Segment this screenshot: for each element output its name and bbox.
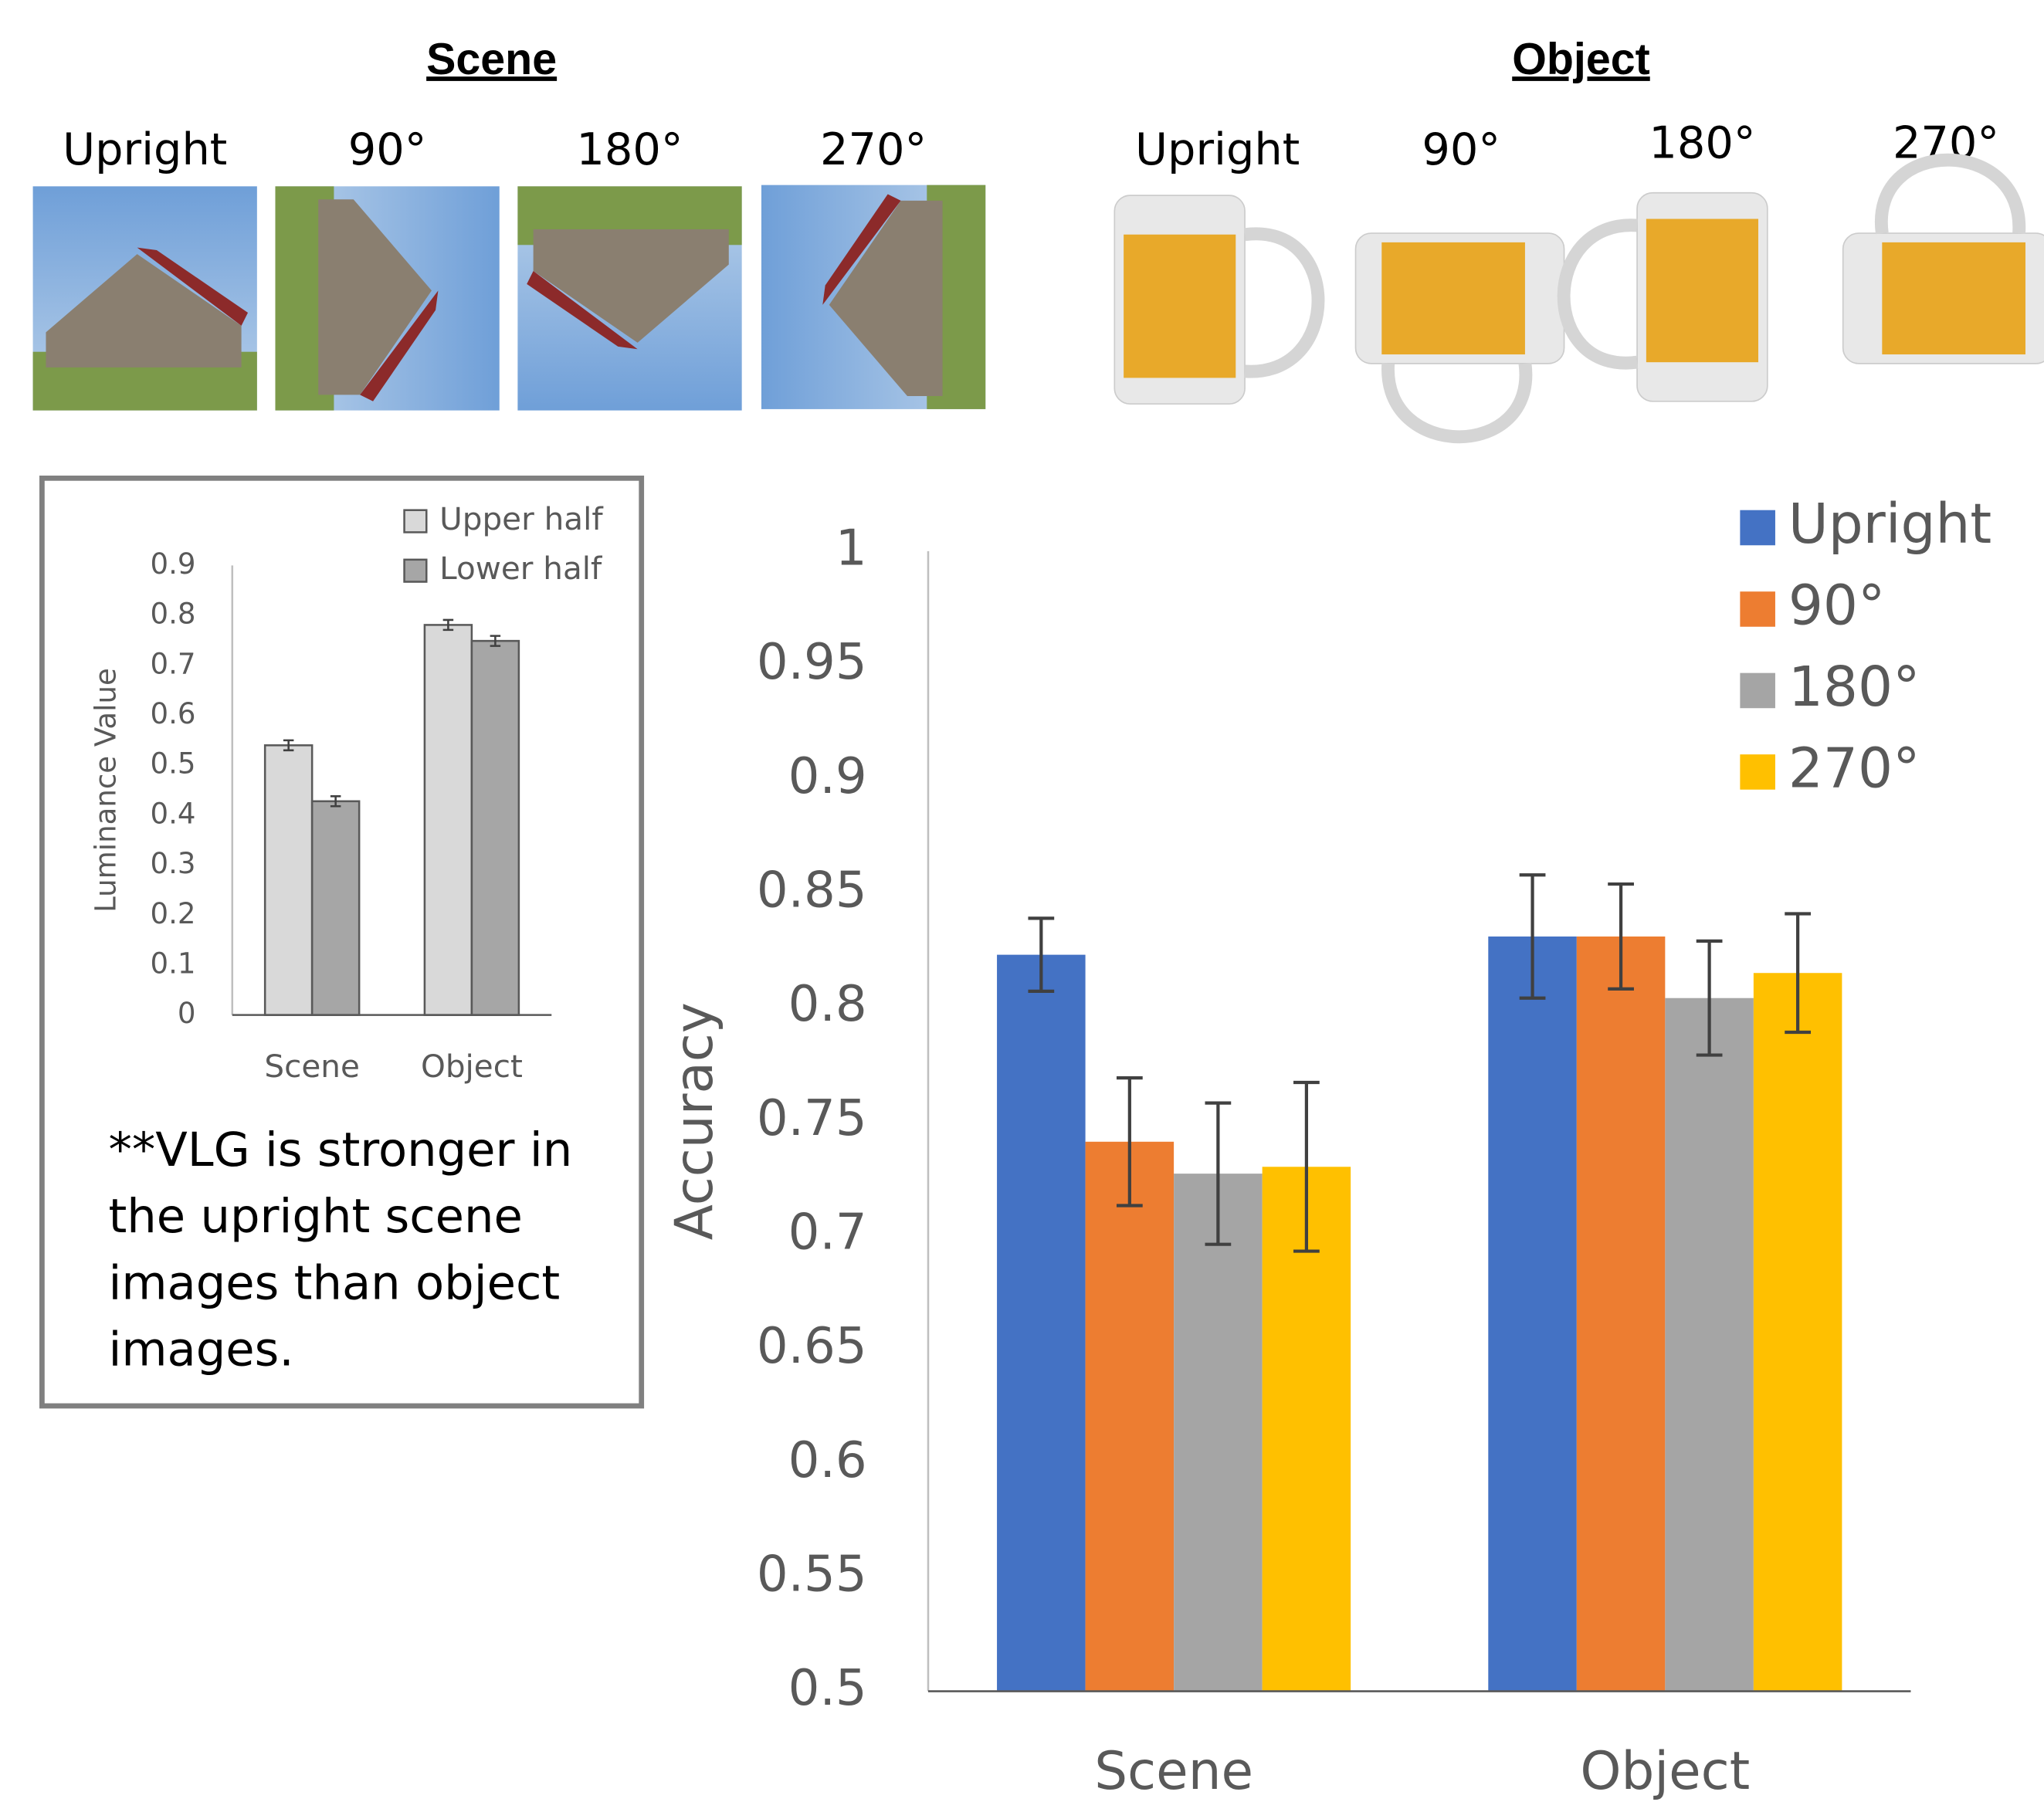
legend-label: 90°: [1788, 574, 1886, 638]
legend-swatch: [405, 510, 427, 533]
bar: [1086, 1142, 1175, 1692]
y-tick-label: 0.95: [757, 633, 867, 691]
object-image: [1114, 195, 1318, 404]
x-tick-label: Object: [421, 1048, 523, 1085]
bar: [1488, 937, 1577, 1692]
legend-swatch: [405, 560, 427, 582]
y-tick-label: 0.85: [757, 861, 867, 919]
y-tick-label: 0.1: [151, 947, 196, 980]
y-tick-label: 0.9: [151, 547, 196, 581]
bar: [312, 801, 359, 1015]
bar: [997, 955, 1086, 1692]
object-image: [1564, 193, 1768, 401]
y-axis-label: Luminance Value: [89, 668, 122, 913]
y-tick-label: 0.7: [151, 647, 196, 680]
image-label: 270°: [820, 124, 927, 175]
scene-image: [275, 186, 499, 410]
scene-image: [761, 185, 985, 409]
x-tick-label: Object: [1580, 1740, 1750, 1801]
y-tick-label: 0.65: [757, 1317, 867, 1375]
y-tick-label: 0.8: [151, 598, 196, 631]
legend-label: 270°: [1788, 736, 1920, 800]
legend-swatch: [1740, 673, 1775, 709]
figure: Scene Object Upright 90° 180° 270° Uprig…: [0, 0, 2044, 1802]
y-tick-label: 0.5: [788, 1659, 867, 1717]
bar: [1754, 973, 1842, 1691]
legend-label: Upright: [1788, 492, 1991, 556]
y-tick-label: 0.2: [151, 897, 196, 930]
note-line: images than object: [108, 1256, 560, 1310]
y-tick-label: 0.6: [788, 1431, 867, 1489]
y-tick-label: 0.8: [788, 975, 867, 1033]
y-tick-label: 0: [178, 997, 196, 1030]
y-tick-label: 0.5: [151, 747, 196, 781]
image-label: 180°: [1649, 117, 1755, 169]
x-tick-label: Scene: [1094, 1740, 1253, 1801]
bar: [1665, 998, 1754, 1692]
y-tick-label: 1: [836, 519, 867, 577]
legend-swatch: [1740, 591, 1775, 627]
y-tick-label: 0.7: [788, 1203, 867, 1261]
x-tick-label: Scene: [264, 1048, 359, 1085]
object-image: [1356, 233, 1564, 437]
y-tick-label: 0.9: [788, 747, 867, 805]
legend-swatch: [1740, 510, 1775, 546]
note-line: **VLG is stronger in: [108, 1123, 572, 1177]
y-tick-label: 0.75: [757, 1089, 867, 1147]
bar: [265, 745, 312, 1014]
note-line: images.: [108, 1323, 293, 1377]
y-tick-label: 0.55: [757, 1545, 867, 1603]
legend-label: Upper half: [439, 500, 604, 537]
panel-title: Object: [1512, 35, 1649, 84]
bar: [1577, 937, 1666, 1692]
note-line: the upright scene: [108, 1190, 522, 1244]
bar: [425, 625, 472, 1014]
y-tick-label: 0.6: [151, 697, 196, 730]
page: {"panels": { "scene": {"title": "Scene",…: [0, 0, 2044, 1802]
bar: [472, 641, 519, 1015]
y-tick-label: 0.3: [151, 847, 196, 880]
scene-image: [33, 186, 257, 410]
image-label: 90°: [348, 124, 427, 175]
legend-swatch: [1740, 754, 1775, 790]
image-label: Upright: [1135, 124, 1300, 175]
bar: [1174, 1174, 1263, 1691]
image-label: 180°: [576, 124, 683, 175]
image-label: 90°: [1422, 124, 1500, 175]
image-label: Upright: [63, 124, 227, 175]
scene-image: [517, 186, 741, 410]
legend-label: 180°: [1788, 655, 1920, 719]
y-tick-label: 0.4: [151, 797, 196, 830]
legend-label: Lower half: [439, 550, 603, 587]
y-axis-label: Accuracy: [663, 1002, 724, 1240]
panel-title: Scene: [426, 35, 557, 84]
object-image: [1843, 160, 2044, 364]
